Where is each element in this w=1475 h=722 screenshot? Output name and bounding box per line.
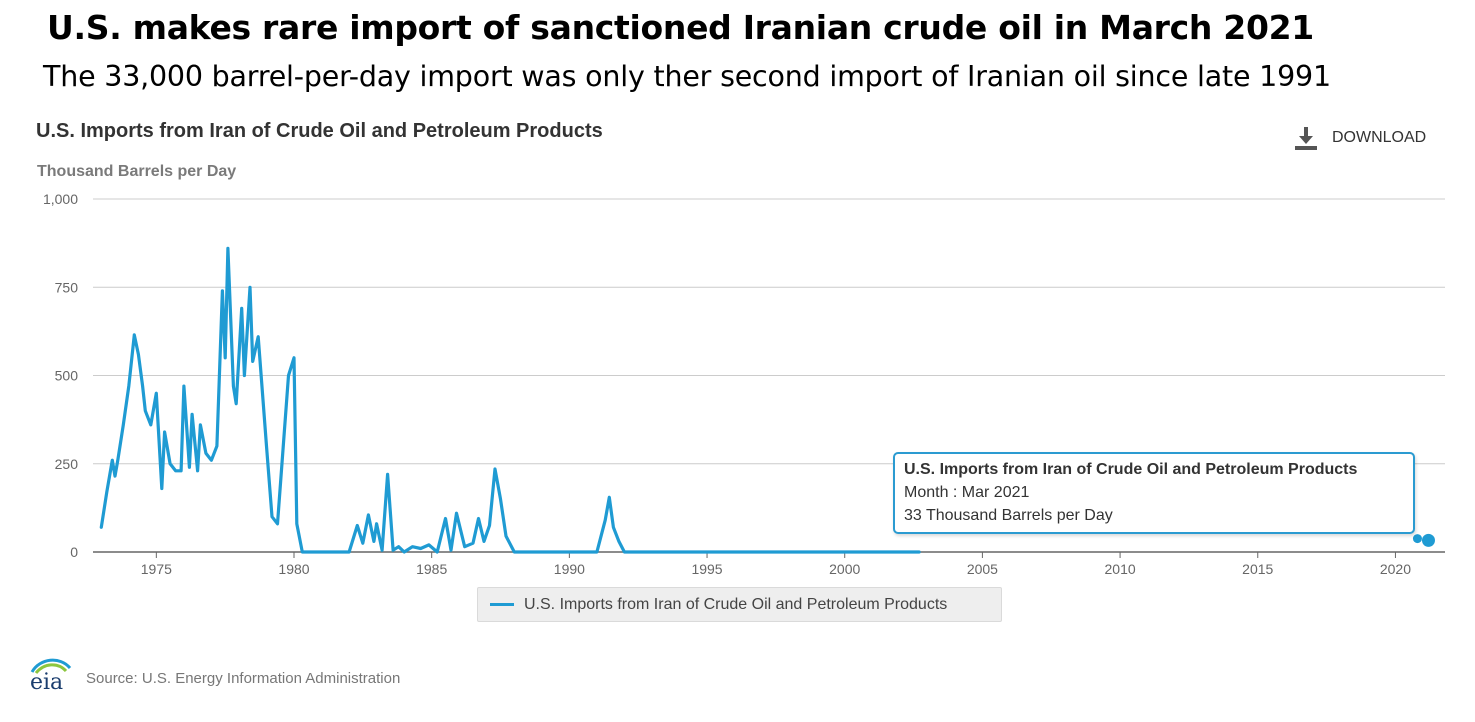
svg-text:eia: eia bbox=[30, 670, 63, 692]
y-tick-label: 750 bbox=[55, 279, 79, 295]
y-tick-label: 1,000 bbox=[43, 191, 78, 207]
chart-tooltip: U.S. Imports from Iran of Crude Oil and … bbox=[893, 452, 1415, 534]
legend-label: U.S. Imports from Iran of Crude Oil and … bbox=[524, 595, 948, 613]
x-tick-label: 2015 bbox=[1242, 561, 1273, 577]
x-tick-label: 1995 bbox=[691, 561, 722, 577]
x-tick-label: 1980 bbox=[278, 561, 309, 577]
x-tick-label: 1985 bbox=[416, 561, 447, 577]
y-tick-label: 250 bbox=[55, 456, 79, 472]
source-note: Source: U.S. Energy Information Administ… bbox=[86, 670, 401, 687]
y-tick-label: 0 bbox=[70, 544, 78, 560]
tooltip-title: U.S. Imports from Iran of Crude Oil and … bbox=[904, 461, 1358, 478]
y-tick-label: 500 bbox=[55, 368, 79, 384]
headline: U.S. makes rare import of sanctioned Ira… bbox=[47, 8, 1314, 47]
data-point-2021 bbox=[1421, 533, 1435, 547]
x-tick-label: 2010 bbox=[1105, 561, 1136, 577]
download-label: DOWNLOAD bbox=[1332, 129, 1427, 146]
data-point-2021 bbox=[1412, 534, 1422, 544]
chart-title: U.S. Imports from Iran of Crude Oil and … bbox=[36, 120, 603, 142]
legend-swatch bbox=[490, 603, 514, 606]
download-button[interactable]: DOWNLOAD bbox=[1293, 124, 1426, 152]
eia-logo: eia bbox=[30, 658, 72, 692]
subheadline: The 33,000 barrel-per-day import was onl… bbox=[43, 60, 1331, 93]
x-tick-label: 2020 bbox=[1380, 561, 1411, 577]
x-tick-label: 1990 bbox=[554, 561, 585, 577]
x-tick-label: 2005 bbox=[967, 561, 998, 577]
x-tick-label: 2000 bbox=[829, 561, 860, 577]
download-icon bbox=[1295, 127, 1317, 150]
tooltip-value: 33 Thousand Barrels per Day bbox=[904, 507, 1113, 524]
series-line bbox=[99, 246, 921, 554]
legend-item[interactable]: U.S. Imports from Iran of Crude Oil and … bbox=[477, 587, 1002, 622]
x-tick-label: 1975 bbox=[141, 561, 172, 577]
y-axis-units: Thousand Barrels per Day bbox=[37, 163, 237, 180]
tooltip-month: Month : Mar 2021 bbox=[904, 484, 1030, 501]
chart-plot: 0 250 500 750 1,000 1975 1980 1985 1990 1995 2000 2… bbox=[43, 191, 1445, 577]
